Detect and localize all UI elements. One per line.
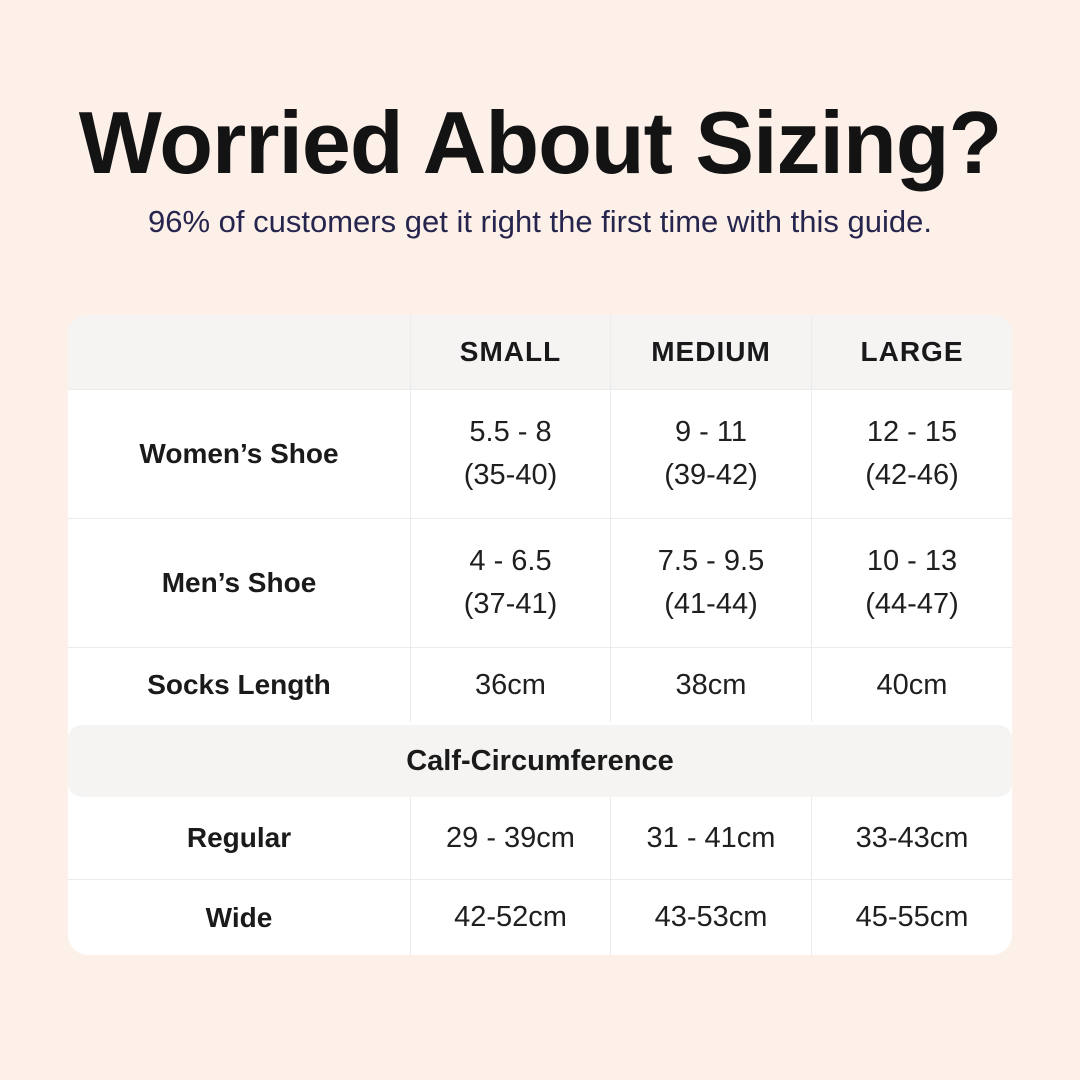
cell-value-line1: 4 - 6.5 <box>469 545 552 577</box>
cell-value-line1: 31 - 41cm <box>646 821 776 854</box>
cell-value-line1: 43-53cm <box>654 901 768 933</box>
cell-value-line1: 12 - 15 <box>866 416 958 448</box>
cell-value-line2: (37-41) <box>463 588 558 620</box>
cell-socks-medium: 38cm <box>610 648 811 722</box>
cell-value-line1: 9 - 11 <box>674 416 747 448</box>
row-label-mens-shoe: Men’s Shoe <box>161 567 317 598</box>
cell-value-line1: 29 - 39cm <box>446 821 575 854</box>
cell-womens-small: 5.5 - 8 (35-40) <box>410 390 610 518</box>
page-subtitle: 96% of customers get it right the first … <box>148 204 932 239</box>
cell-value-line2: (35-40) <box>463 459 558 491</box>
cell-value-line1: 38cm <box>675 668 747 701</box>
table-row-wide: Wide 42-52cm 43-53cm 45-55cm <box>68 879 1012 955</box>
header-cell-small: SMALL <box>410 315 610 389</box>
cell-womens-medium: 9 - 11 (39-42) <box>610 390 811 518</box>
cell-regular-large: 33-43cm <box>811 797 1012 879</box>
table-header-row: SMALL MEDIUM LARGE <box>68 315 1012 389</box>
page-title: Worried About Sizing? <box>78 93 1002 192</box>
section-band-calf-circumference: Calf-Circumference <box>68 725 1012 797</box>
row-label-wide: Wide <box>205 901 273 933</box>
cell-value-line1: 10 - 13 <box>866 545 958 577</box>
cell-value-line2: (44-47) <box>865 588 959 620</box>
cell-value-line1: 42-52cm <box>454 901 567 933</box>
cell-value-line2: (39-42) <box>664 459 758 491</box>
cell-value-line1: 45-55cm <box>855 901 969 933</box>
cell-mens-small: 4 - 6.5 (37-41) <box>410 519 610 647</box>
section-band-label: Calf-Circumference <box>406 744 674 777</box>
cell-value-line2: (42-46) <box>865 459 959 491</box>
header-cell-empty <box>68 315 410 389</box>
cell-wide-medium: 43-53cm <box>610 880 811 955</box>
cell-regular-small: 29 - 39cm <box>410 797 610 879</box>
size-table: SMALL MEDIUM LARGE Women’s Shoe 5.5 - 8 … <box>68 315 1012 955</box>
table-row-socks-length: Socks Length 36cm 38cm 40cm <box>68 647 1012 722</box>
cell-socks-large: 40cm <box>811 648 1012 722</box>
cell-wide-small: 42-52cm <box>410 880 610 955</box>
table-row-regular: Regular 29 - 39cm 31 - 41cm 33-43cm <box>68 797 1012 879</box>
cell-regular-medium: 31 - 41cm <box>610 797 811 879</box>
cell-mens-medium: 7.5 - 9.5 (41-44) <box>610 519 811 647</box>
cell-value-line2: (41-44) <box>664 588 758 620</box>
cell-value-line1: 33-43cm <box>855 821 969 854</box>
cell-socks-small: 36cm <box>410 648 610 722</box>
row-label-womens-shoe: Women’s Shoe <box>139 438 339 469</box>
cell-womens-large: 12 - 15 (42-46) <box>811 390 1012 518</box>
row-label-socks-length: Socks Length <box>147 669 331 700</box>
header-cell-medium: MEDIUM <box>610 315 811 389</box>
table-row-womens-shoe: Women’s Shoe 5.5 - 8 (35-40) 9 - 11 (39-… <box>68 389 1012 518</box>
table-row-mens-shoe: Men’s Shoe 4 - 6.5 (37-41) 7.5 - 9.5 (41… <box>68 518 1012 647</box>
row-label-regular: Regular <box>186 822 292 853</box>
cell-mens-large: 10 - 13 (44-47) <box>811 519 1012 647</box>
cell-wide-large: 45-55cm <box>811 880 1012 955</box>
cell-value-line1: 7.5 - 9.5 <box>657 545 765 577</box>
cell-value-line1: 36cm <box>475 668 546 701</box>
cell-value-line1: 40cm <box>876 668 948 701</box>
cell-value-line1: 5.5 - 8 <box>469 416 552 448</box>
header-cell-large: LARGE <box>811 315 1012 389</box>
